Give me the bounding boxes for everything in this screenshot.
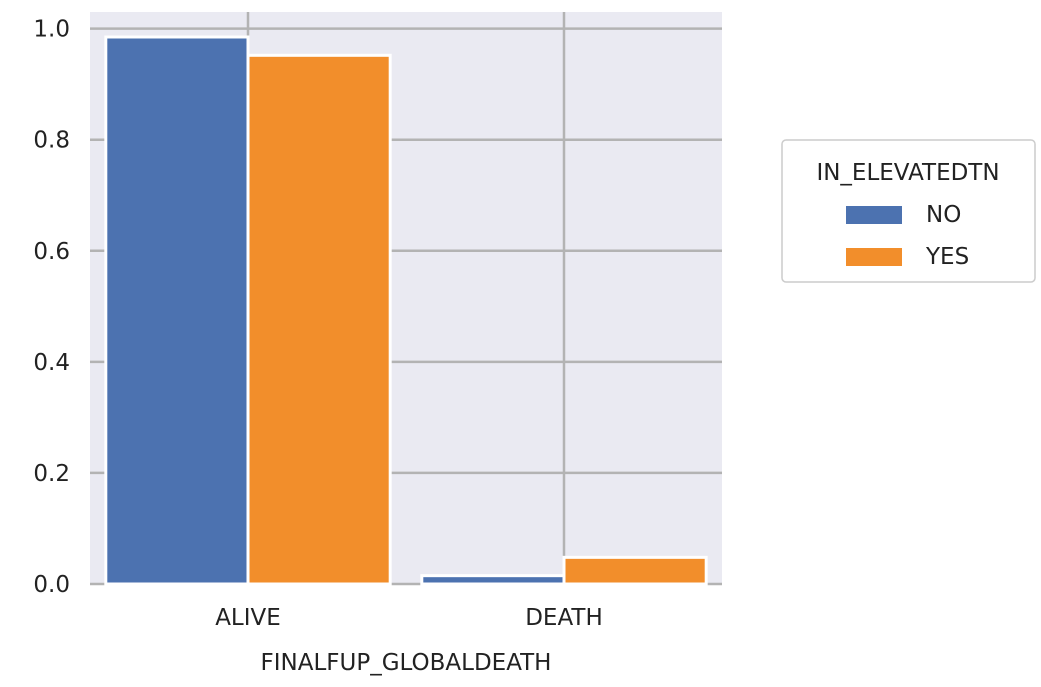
bar-yes-death: [562, 555, 708, 586]
bar-yes-alive: [246, 53, 392, 586]
legend-label-yes: YES: [925, 244, 969, 270]
legend-title: IN_ELEVATEDTN: [816, 160, 999, 186]
y-tick-label: 0.8: [33, 128, 70, 154]
legend-swatch-no: [846, 206, 902, 224]
y-tick-label: 1.0: [33, 17, 70, 43]
x-tick-label: DEATH: [525, 605, 603, 631]
y-tick-label: 0.4: [33, 350, 70, 376]
y-tick-label: 0.2: [33, 461, 70, 487]
bar-no-alive: [104, 35, 250, 586]
bar-no-death: [420, 574, 566, 586]
y-tick-labels: 0.0 0.2 0.4 0.6 0.8 1.0: [33, 17, 70, 598]
y-tick-label: 0.6: [33, 239, 70, 265]
y-tick-label: 0.0: [33, 572, 70, 598]
legend-items: NO YES: [846, 202, 969, 270]
x-tick-label: ALIVE: [215, 605, 281, 631]
legend-swatch-yes: [846, 248, 902, 266]
x-axis-label: FINALFUP_GLOBALDEATH: [261, 650, 552, 676]
legend-label-no: NO: [926, 202, 961, 228]
bars: [104, 35, 708, 586]
legend-box: [781, 139, 1036, 283]
legend: IN_ELEVATEDTN NO YES: [781, 139, 1036, 283]
x-tick-labels: ALIVE DEATH: [215, 605, 603, 631]
